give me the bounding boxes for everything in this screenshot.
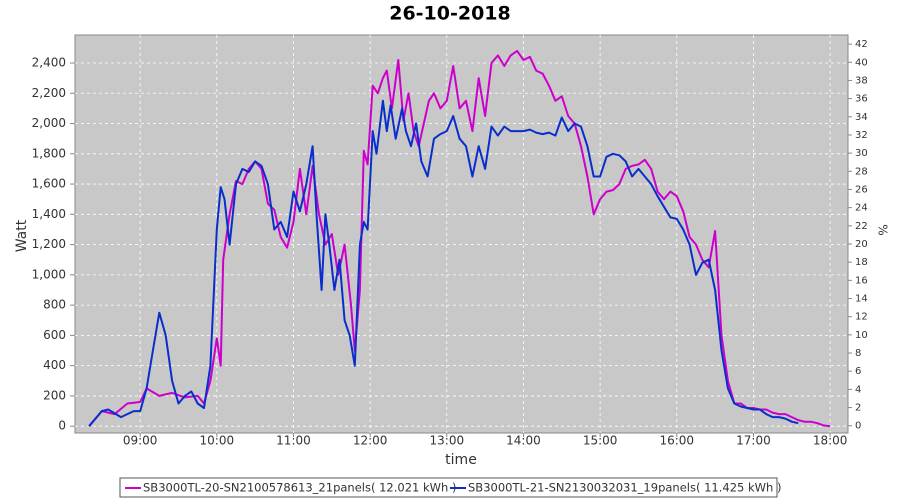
y2-tick-label: 6 bbox=[855, 366, 861, 377]
x-tick-label: 13:00 bbox=[430, 434, 465, 448]
legend bbox=[119, 477, 778, 498]
y2-tick-label: 36 bbox=[855, 94, 868, 105]
y2-tick-label: 22 bbox=[855, 221, 868, 232]
legend-label: SB3000TL-21-SN2130032031_19panels( 11.42… bbox=[468, 481, 781, 495]
y2-tick-label: 42 bbox=[855, 39, 868, 50]
x-tick-label: 18:00 bbox=[813, 434, 848, 448]
y-tick-label: 1,200 bbox=[32, 237, 66, 251]
y-tick-label: 2,400 bbox=[32, 55, 66, 69]
legend-label: SB3000TL-20-SN2100578613_21panels( 12.02… bbox=[143, 481, 456, 495]
y2-tick-label: 16 bbox=[855, 275, 868, 286]
x-axis-label: time bbox=[445, 452, 477, 468]
y-axis-label: Watt bbox=[14, 219, 30, 252]
y2-tick-label: 34 bbox=[855, 112, 868, 123]
chart-title: 26-10-2018 bbox=[389, 3, 511, 25]
y2-tick-label: 2 bbox=[855, 403, 861, 414]
plot-area bbox=[74, 34, 849, 434]
y-tick-label: 1,000 bbox=[32, 267, 66, 281]
y-tick-label: 400 bbox=[43, 358, 66, 372]
x-tick-label: 15:00 bbox=[583, 434, 618, 448]
y-tick-label: 200 bbox=[43, 388, 66, 402]
x-tick-label: 09:00 bbox=[123, 434, 158, 448]
y2-tick-label: 26 bbox=[855, 184, 868, 195]
y2-tick-label: 18 bbox=[855, 257, 868, 268]
y-tick-label: 1,800 bbox=[32, 146, 66, 160]
x-tick-label: 16:00 bbox=[659, 434, 694, 448]
x-tick-label: 11:00 bbox=[276, 434, 311, 448]
y2-tick-label: 20 bbox=[855, 239, 868, 250]
y2-axis-label: % bbox=[876, 224, 890, 235]
x-tick-label: 17:00 bbox=[736, 434, 771, 448]
y-tick-label: 2,200 bbox=[32, 86, 66, 100]
y2-tick-label: 28 bbox=[855, 166, 868, 177]
y-tick-label: 0 bbox=[58, 419, 66, 433]
series-line bbox=[88, 99, 799, 427]
y2-tick-label: 40 bbox=[855, 57, 868, 68]
y2-tick-label: 32 bbox=[855, 130, 868, 141]
y2-tick-label: 4 bbox=[855, 384, 861, 395]
x-tick-label: 10:00 bbox=[200, 434, 235, 448]
y2-tick-label: 14 bbox=[855, 294, 868, 305]
y2-tick-label: 8 bbox=[855, 348, 861, 359]
y-tick-label: 1,400 bbox=[32, 207, 66, 221]
y2-tick-label: 0 bbox=[855, 421, 861, 432]
y-tick-label: 2,000 bbox=[32, 116, 66, 130]
y-tick-label: 1,600 bbox=[32, 177, 66, 191]
y2-tick-label: 12 bbox=[855, 312, 868, 323]
x-tick-label: 14:00 bbox=[506, 434, 541, 448]
y2-tick-label: 38 bbox=[855, 75, 868, 86]
y-tick-label: 800 bbox=[43, 298, 66, 312]
x-tick-label: 12:00 bbox=[353, 434, 388, 448]
y-tick-label: 600 bbox=[43, 328, 66, 342]
y2-tick-label: 24 bbox=[855, 203, 868, 214]
y2-tick-label: 30 bbox=[855, 148, 868, 159]
y2-tick-label: 10 bbox=[855, 330, 868, 341]
